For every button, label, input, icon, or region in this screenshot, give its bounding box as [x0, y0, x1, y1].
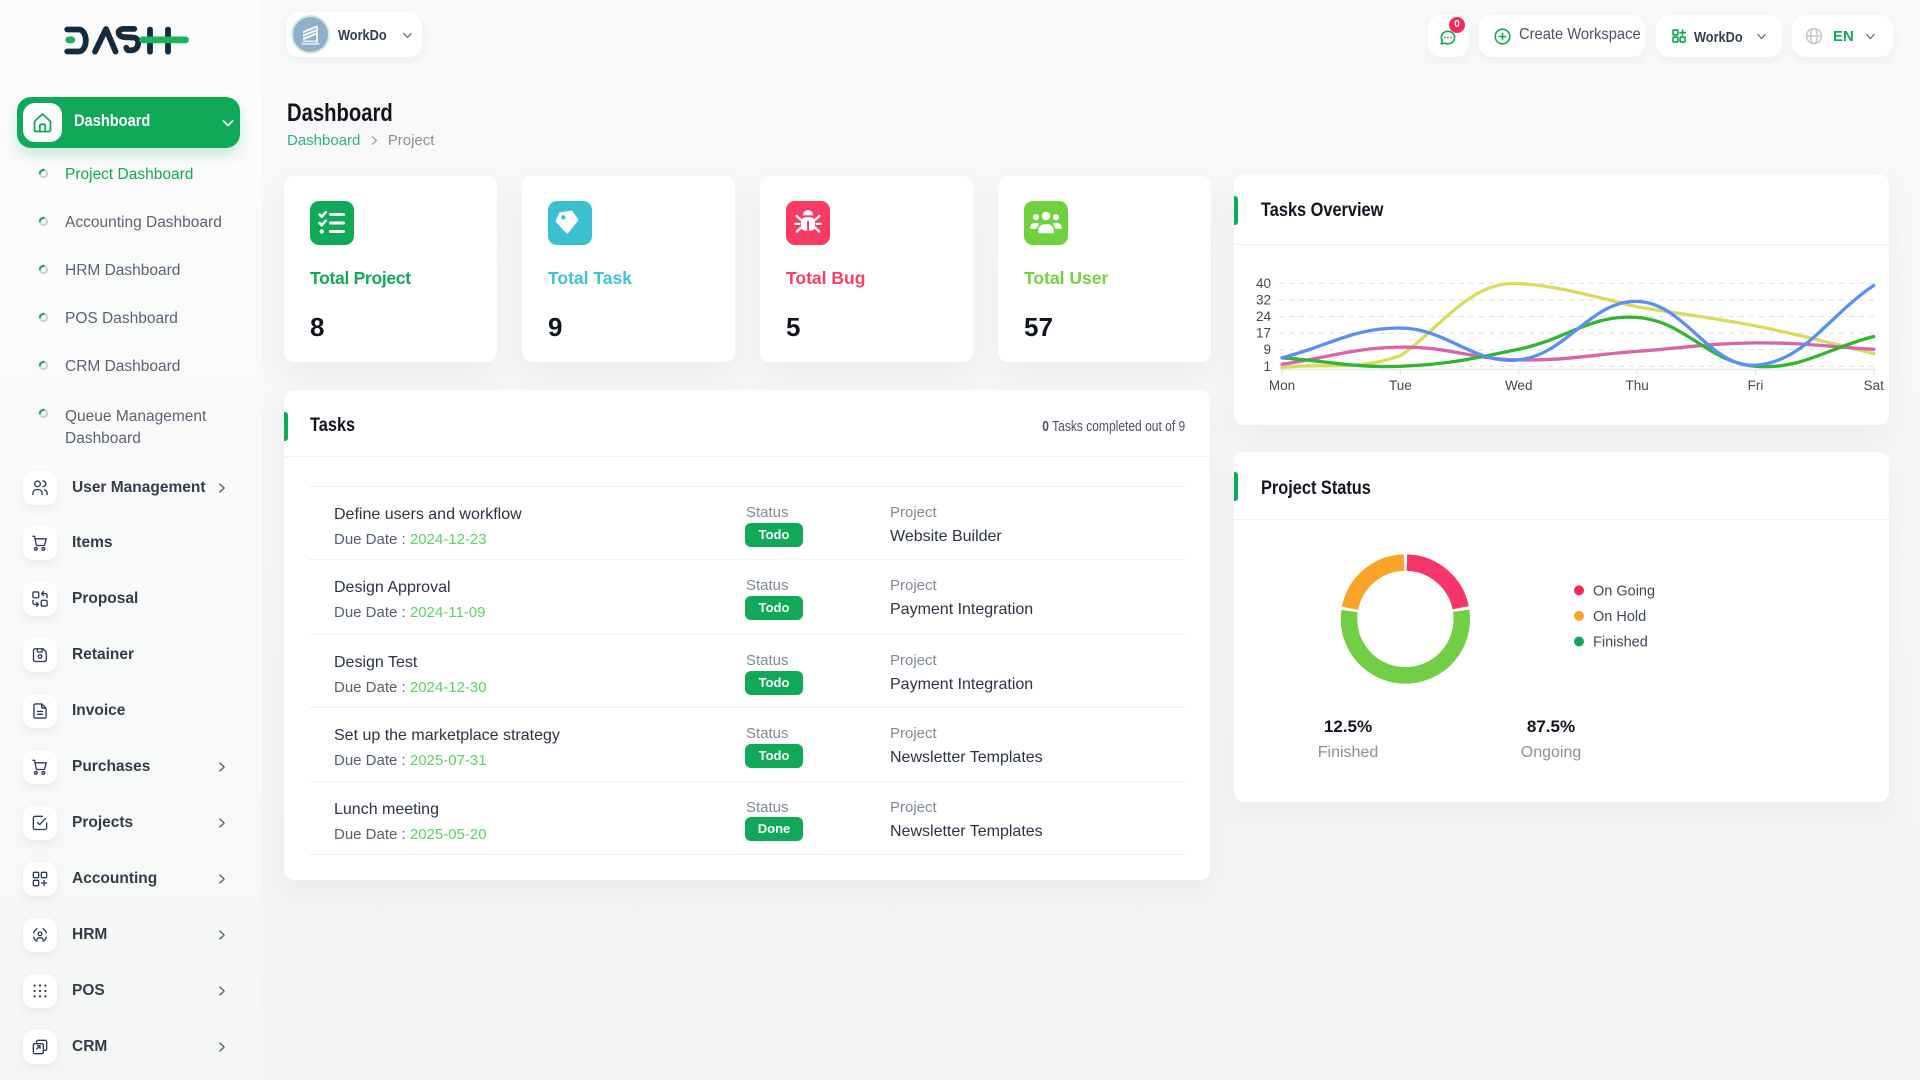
- svg-text:Thu: Thu: [1625, 378, 1648, 393]
- svg-text:9: 9: [1263, 342, 1271, 357]
- svg-text:32: 32: [1256, 292, 1271, 307]
- svg-text:Tue: Tue: [1389, 378, 1412, 393]
- svg-text:40: 40: [1256, 276, 1271, 291]
- svg-text:1: 1: [1263, 359, 1271, 374]
- svg-text:On Hold: On Hold: [1593, 609, 1646, 625]
- svg-text:17: 17: [1256, 326, 1271, 341]
- svg-text:Wed: Wed: [1505, 378, 1533, 393]
- svg-text:Fri: Fri: [1748, 378, 1764, 393]
- svg-text:Mon: Mon: [1269, 378, 1295, 393]
- svg-text:Sat: Sat: [1864, 378, 1885, 393]
- svg-text:24: 24: [1256, 309, 1272, 324]
- svg-text:Finished: Finished: [1593, 635, 1648, 651]
- svg-text:On Going: On Going: [1593, 583, 1655, 599]
